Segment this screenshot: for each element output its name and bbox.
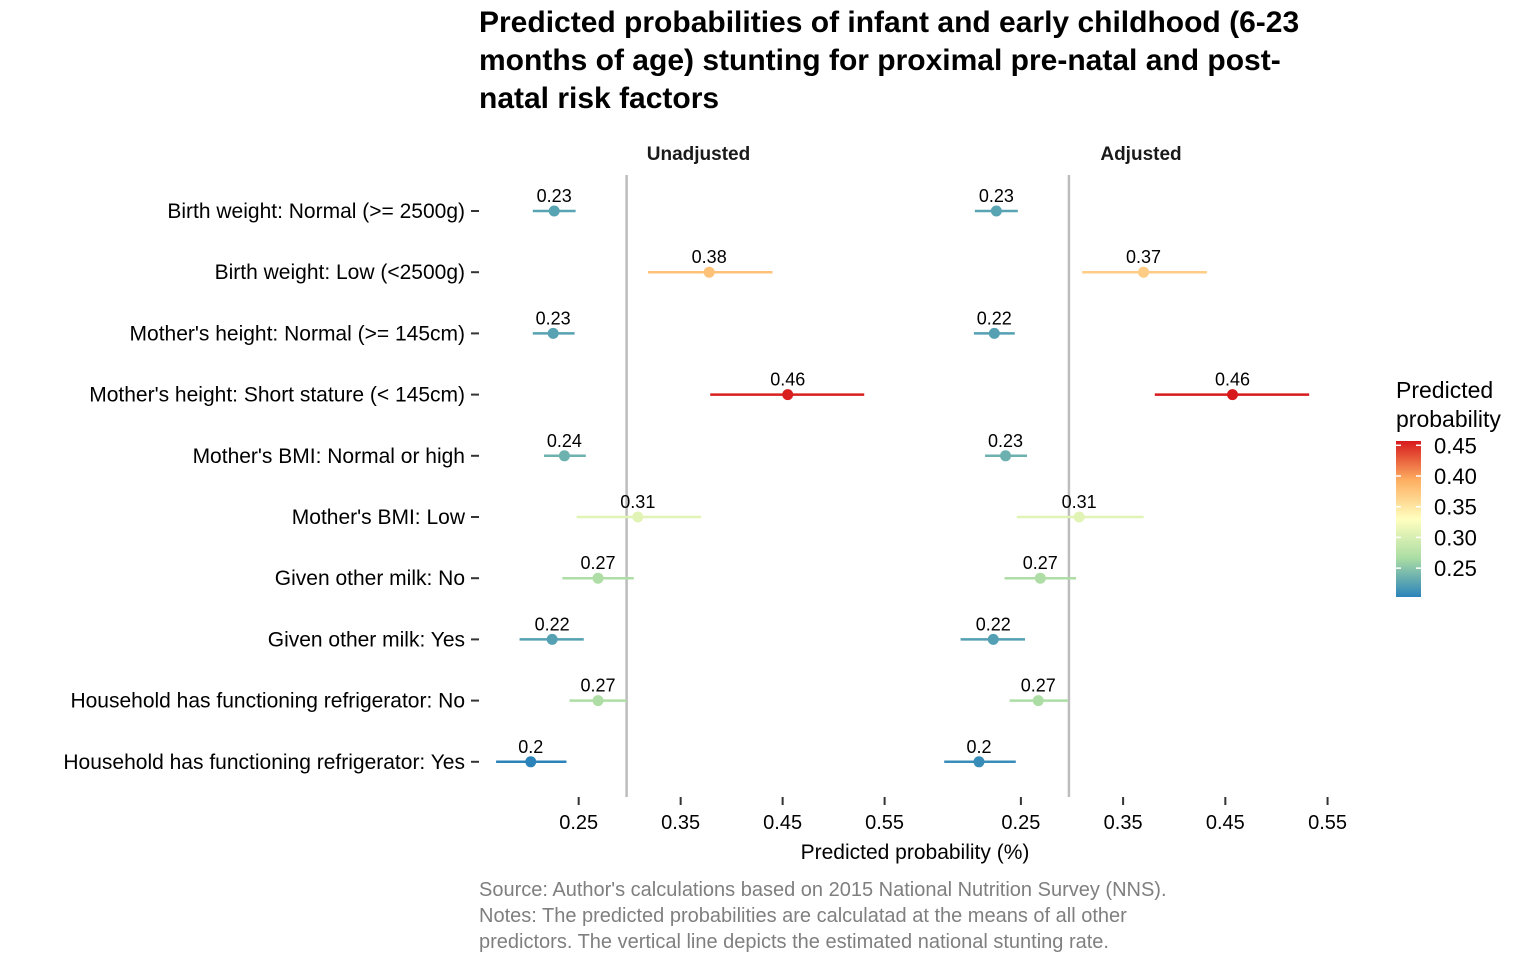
caption-notes-2: predictors. The vertical line depicts th…: [479, 931, 1109, 953]
y-tick-label: Birth weight: Low (<2500g): [215, 261, 465, 284]
caption-source: Source: Author's calculations based on 2…: [479, 879, 1167, 901]
y-tick-label: Household has functioning refrigerator: …: [70, 690, 465, 713]
x-tick-label: 0.45: [1206, 812, 1245, 834]
y-tick-label: Given other milk: No: [275, 567, 465, 590]
data-label: 0.27: [1021, 676, 1056, 696]
legend-title-line-1: Predicted: [1396, 377, 1493, 403]
data-point: [1000, 450, 1012, 462]
data-label: 0.37: [1126, 247, 1161, 267]
data-label: 0.46: [770, 370, 805, 390]
x-tick-label: 0.35: [1104, 812, 1143, 834]
chart-title-line-1: Predicted probabilities of infant and ea…: [479, 6, 1300, 39]
legend-tick-label: 0.40: [1434, 464, 1477, 489]
data-label: 0.22: [977, 308, 1012, 328]
x-tick-label: 0.55: [865, 812, 904, 834]
x-tick-label: 0.25: [559, 812, 598, 834]
data-label: 0.27: [1023, 553, 1058, 573]
y-tick-label: Mother's height: Short stature (< 145cm): [89, 384, 465, 407]
data-label: 0.23: [537, 186, 572, 206]
data-label: 0.23: [536, 308, 571, 328]
data-point: [546, 633, 558, 645]
y-tick-label: Mother's height: Normal (>= 145cm): [130, 322, 465, 345]
y-tick-label: Given other milk: Yes: [268, 628, 465, 651]
x-tick-label: 0.35: [661, 812, 700, 834]
data-point: [525, 756, 537, 768]
data-label: 0.24: [547, 431, 582, 451]
data-point: [1226, 389, 1238, 401]
y-tick-label: Household has functioning refrigerator: …: [63, 751, 465, 774]
data-point: [988, 327, 1000, 339]
legend-title-line-2: probability: [1396, 406, 1501, 432]
facet-strip-unadjusted: Unadjusted: [647, 144, 750, 165]
data-point: [782, 389, 794, 401]
data-point: [592, 572, 604, 584]
data-point: [990, 205, 1002, 217]
x-tick-label: 0.45: [763, 812, 802, 834]
caption-notes-1: Notes: The predicted probabilities are c…: [479, 905, 1127, 927]
x-tick-label: 0.55: [1308, 812, 1347, 834]
data-label: 0.27: [581, 553, 616, 573]
legend-tick-label: 0.35: [1434, 495, 1477, 520]
data-point: [548, 205, 560, 217]
x-tick-label: 0.25: [1001, 812, 1040, 834]
data-label: 0.31: [1062, 492, 1097, 512]
data-label: 0.23: [988, 431, 1023, 451]
data-label: 0.23: [979, 186, 1014, 206]
legend-colorbar: [1396, 441, 1421, 597]
y-tick-label: Birth weight: Normal (>= 2500g): [167, 200, 465, 223]
data-point: [1073, 511, 1085, 523]
data-point: [1032, 695, 1044, 707]
data-point: [1034, 572, 1046, 584]
data-point: [547, 327, 559, 339]
legend-tick-label: 0.45: [1434, 433, 1477, 458]
x-axis-title: Predicted probability (%): [801, 841, 1030, 864]
data-point: [592, 695, 604, 707]
data-label: 0.22: [976, 614, 1011, 634]
y-tick-label: Mother's BMI: Normal or high: [193, 445, 465, 468]
legend-tick-label: 0.25: [1434, 556, 1477, 581]
data-label: 0.38: [692, 247, 727, 267]
data-point: [632, 511, 644, 523]
data-label: 0.31: [620, 492, 655, 512]
data-point: [973, 756, 985, 768]
data-point: [558, 450, 570, 462]
facet-strip-adjusted: Adjusted: [1100, 144, 1181, 165]
data-point: [987, 633, 999, 645]
chart-title-line-3: natal risk factors: [479, 82, 720, 115]
y-tick-label: Mother's BMI: Low: [292, 506, 466, 529]
data-point: [1138, 266, 1150, 278]
data-point: [703, 266, 715, 278]
data-label: 0.46: [1215, 370, 1250, 390]
chart-title-line-2: months of age) stunting for proximal pre…: [479, 44, 1281, 77]
data-label: 0.22: [535, 614, 570, 634]
data-label: 0.2: [966, 737, 991, 757]
data-label: 0.2: [518, 737, 543, 757]
data-label: 0.27: [581, 676, 616, 696]
legend-tick-label: 0.30: [1434, 525, 1477, 550]
